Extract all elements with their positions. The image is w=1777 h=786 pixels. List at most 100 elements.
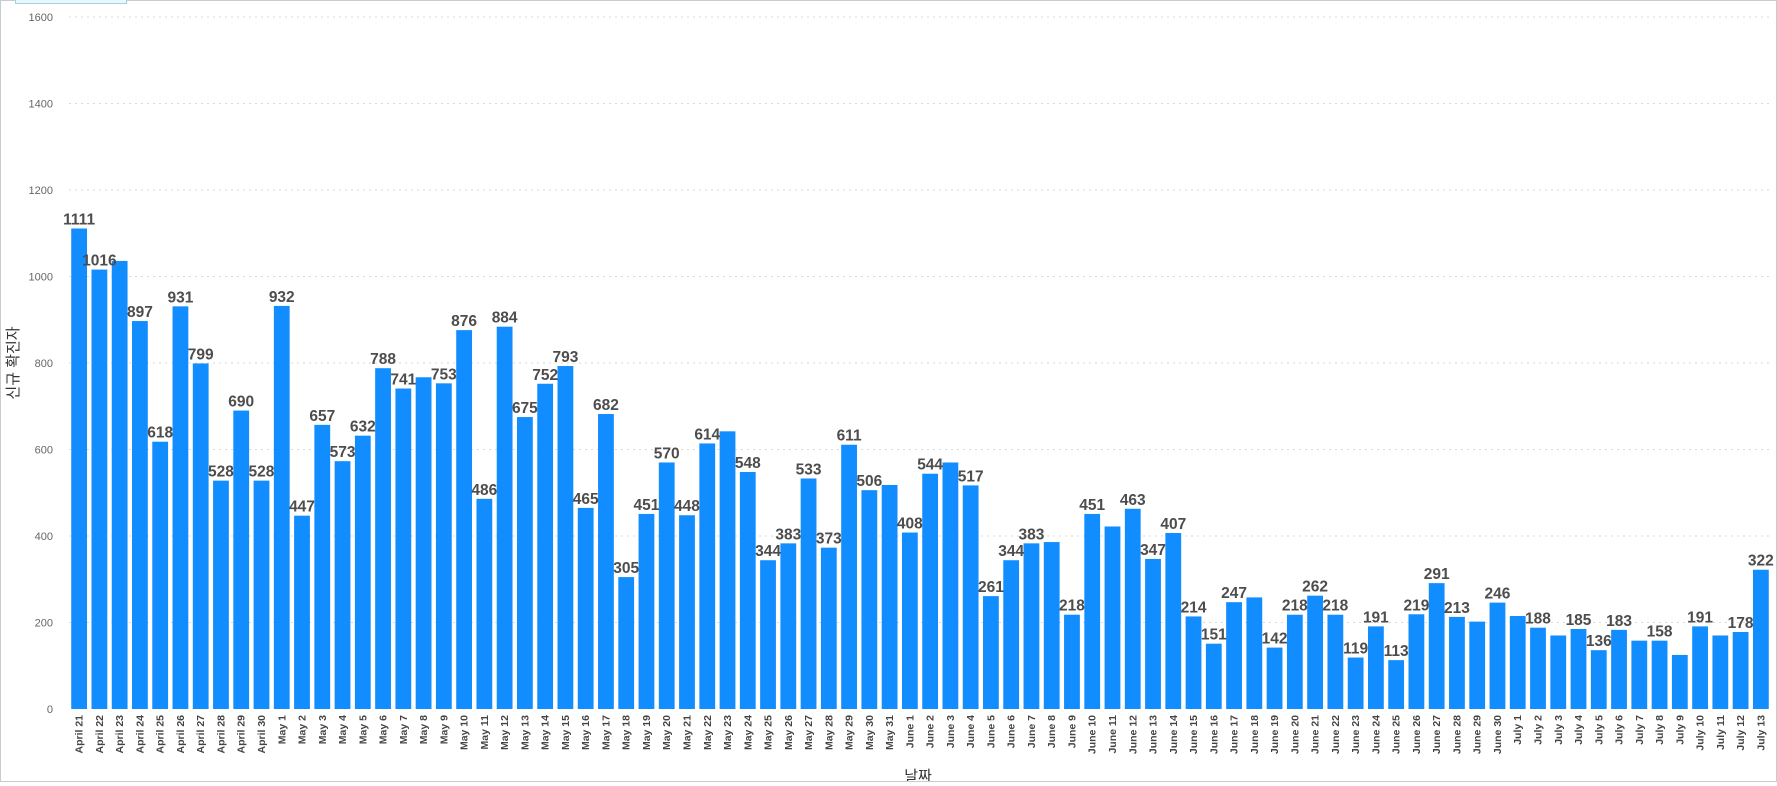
data-label: 219 <box>1403 597 1429 614</box>
data-label: 151 <box>1201 627 1227 644</box>
bar <box>1145 558 1161 709</box>
x-tick-label: July 5 <box>1593 715 1605 745</box>
data-label: 347 <box>1140 542 1166 559</box>
x-tick-label: July 9 <box>1674 715 1686 745</box>
data-label: 451 <box>634 497 660 514</box>
bar <box>962 485 979 709</box>
bar <box>456 330 473 709</box>
gridlines <box>69 16 1771 623</box>
bar <box>719 431 736 709</box>
bar <box>294 515 310 709</box>
bar <box>314 424 331 709</box>
data-label: 741 <box>390 372 416 389</box>
bar <box>1732 632 1749 709</box>
data-label: 793 <box>552 349 578 366</box>
bar <box>800 478 817 709</box>
x-tick-label: June 21 <box>1310 715 1322 754</box>
bar <box>91 269 108 709</box>
x-tick-label: April 28 <box>215 715 227 754</box>
x-axis-label: 날짜 <box>904 768 932 781</box>
x-tick-label: May 12 <box>499 715 511 750</box>
data-label: 119 <box>1343 641 1368 658</box>
bar <box>71 228 88 710</box>
x-tick-label: May 28 <box>823 715 835 750</box>
bar <box>1165 532 1182 709</box>
bar <box>172 306 189 709</box>
bar <box>1266 647 1283 709</box>
x-tick-label: June 14 <box>1168 715 1180 754</box>
bar <box>841 444 857 709</box>
data-label: 690 <box>228 394 254 411</box>
data-label: 214 <box>1181 599 1207 616</box>
x-tick-label: July 4 <box>1573 715 1585 745</box>
bar <box>861 490 878 709</box>
x-tick-label: April 25 <box>155 715 167 754</box>
data-label: 344 <box>755 543 781 560</box>
x-tick-label: May 3 <box>317 715 329 744</box>
bar <box>1428 583 1445 709</box>
x-tick-label: June 5 <box>985 715 997 748</box>
bar <box>922 473 939 709</box>
x-tick-label: June 2 <box>925 715 937 748</box>
y-tick-label: 400 <box>35 531 53 543</box>
bar <box>1084 513 1101 709</box>
x-tick-label: May 8 <box>418 715 430 744</box>
data-label: 675 <box>512 400 538 417</box>
bar <box>1651 640 1668 709</box>
data-label: 218 <box>1059 598 1085 615</box>
x-tick-label: April 22 <box>94 715 106 754</box>
x-tick-label: June 7 <box>1026 715 1038 748</box>
bar <box>1388 660 1405 709</box>
data-label: 183 <box>1606 613 1632 630</box>
bar <box>1752 569 1769 709</box>
x-tick-label: June 30 <box>1492 715 1504 754</box>
data-label: 897 <box>127 304 153 321</box>
x-tick-label: May 2 <box>297 715 309 744</box>
data-label: 611 <box>837 428 862 445</box>
x-tick-label: May 29 <box>844 715 856 750</box>
bar <box>577 507 594 709</box>
bar <box>679 515 695 709</box>
bar <box>1367 626 1384 709</box>
x-tick-label: July 2 <box>1532 715 1544 745</box>
x-tick-label: June 11 <box>1107 715 1119 754</box>
y-tick-label: 1200 <box>29 185 53 197</box>
y-tick-label: 1400 <box>29 99 53 111</box>
bar <box>557 366 574 709</box>
data-label: 322 <box>1748 553 1774 570</box>
x-tick-label: May 20 <box>661 715 673 750</box>
x-tick-label: May 24 <box>742 715 754 750</box>
bar <box>1509 616 1526 709</box>
bar <box>354 435 371 709</box>
data-label: 632 <box>350 419 376 436</box>
data-label: 447 <box>289 499 315 516</box>
x-tick-label: July 1 <box>1512 715 1524 745</box>
y-axis-ticks: 0 200 400 600 800 1000 1200 1400 1600 <box>29 12 53 716</box>
bar <box>1671 654 1688 709</box>
y-axis-label: 신규 확진자 <box>5 326 22 399</box>
bar <box>273 305 290 709</box>
x-tick-label: June 22 <box>1330 715 1342 754</box>
x-tick-label: June 17 <box>1229 715 1241 754</box>
data-label: 517 <box>958 468 984 485</box>
x-tick-label: June 4 <box>965 715 977 748</box>
data-label: 528 <box>249 464 275 481</box>
bar <box>1003 560 1020 709</box>
x-tick-label: June 20 <box>1289 715 1301 754</box>
x-tick-label: May 18 <box>621 715 633 750</box>
x-tick-label: June 10 <box>1087 715 1099 754</box>
data-label: 142 <box>1262 631 1288 648</box>
x-tick-label: April 30 <box>256 715 268 754</box>
data-label: 188 <box>1525 611 1551 628</box>
data-label: 533 <box>796 461 822 478</box>
x-tick-label: May 19 <box>641 715 653 750</box>
x-tick-label: June 12 <box>1127 715 1139 754</box>
bar <box>618 577 635 709</box>
data-label: 463 <box>1120 492 1146 509</box>
x-tick-label: June 25 <box>1391 715 1403 754</box>
x-tick-label: May 22 <box>702 715 714 750</box>
bar <box>1226 602 1242 709</box>
x-tick-label: July 8 <box>1654 715 1666 745</box>
bar <box>435 383 452 709</box>
x-tick-label: May 15 <box>560 715 572 750</box>
